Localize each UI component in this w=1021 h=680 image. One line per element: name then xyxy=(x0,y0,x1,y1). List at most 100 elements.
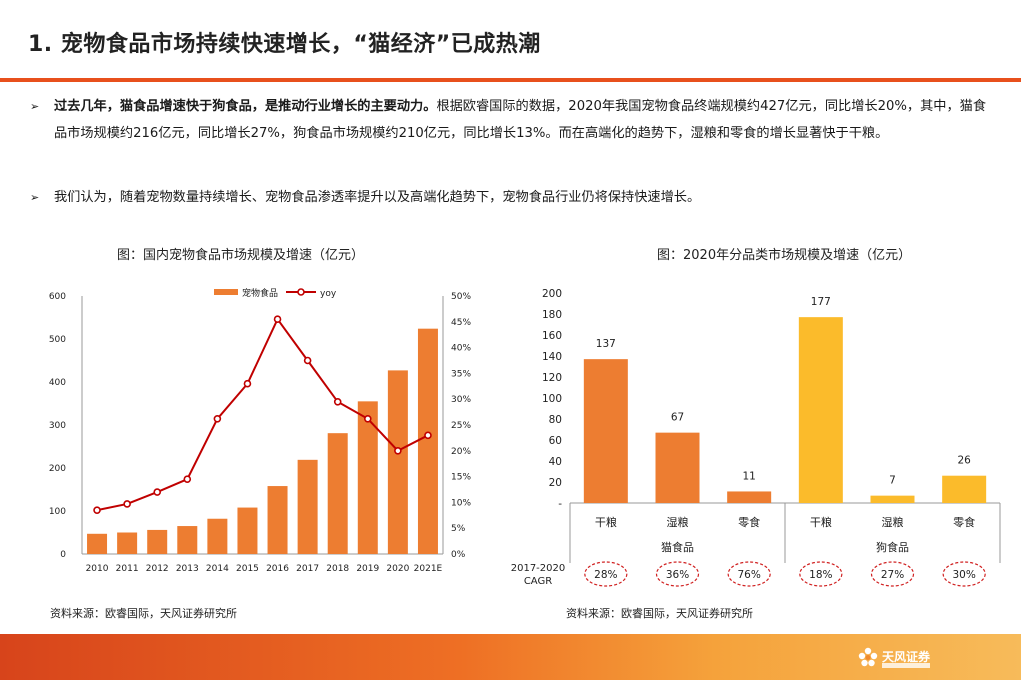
cagr-value: 30% xyxy=(952,569,975,581)
y-right-tick-label: 25% xyxy=(451,421,471,431)
legend-line-marker xyxy=(297,288,305,296)
yoy-line xyxy=(96,317,429,512)
yoy-point-2011 xyxy=(123,500,131,508)
y-tick-label: 20 xyxy=(549,477,562,489)
group-label: 狗食品 xyxy=(876,540,909,554)
bar-2 xyxy=(727,491,772,503)
bar-1 xyxy=(655,432,700,503)
flower-logo-icon xyxy=(858,647,878,667)
category-label: 湿粮 xyxy=(667,515,689,529)
title-divider xyxy=(0,78,1021,82)
cagr-value: 27% xyxy=(881,569,904,581)
y-tick-label: 60 xyxy=(549,435,562,447)
bullet-arrow-icon: ➢ xyxy=(30,191,40,204)
category-label: 零食 xyxy=(953,515,975,529)
group-label: 猫食品 xyxy=(661,540,694,554)
chart2-source: 资料来源：欧睿国际，天风证券研究所 xyxy=(566,607,753,620)
bar-2016 xyxy=(267,486,288,554)
x-tick-label: 2012 xyxy=(146,564,169,574)
bar-3 xyxy=(798,317,843,503)
bar-2012 xyxy=(147,529,168,554)
y-tick-label: 40 xyxy=(549,456,562,468)
company-logo: 天风证券 xyxy=(858,645,948,671)
y-left-tick-label: 0 xyxy=(60,550,66,560)
bar-2021E xyxy=(417,328,438,554)
yoy-point-2012 xyxy=(153,488,162,496)
yoy-point-2016 xyxy=(273,315,282,324)
cagr-circle xyxy=(942,561,986,587)
cagr-circle xyxy=(727,561,771,587)
y-left-tick-label: 300 xyxy=(49,421,66,431)
value-label: 26 xyxy=(957,455,971,467)
y-left-tick-label: 600 xyxy=(49,292,66,302)
bar-2011 xyxy=(117,532,138,554)
x-tick-label: 2016 xyxy=(266,564,289,574)
bar-2017 xyxy=(297,459,318,554)
value-label: 67 xyxy=(671,412,684,424)
cagr-circle xyxy=(655,561,700,587)
bar-2020 xyxy=(387,370,408,554)
bullet-text-1: 过去几年，猫食品增速快于狗食品，是推动行业增长的主要动力。根据欧睿国际的数据，2… xyxy=(54,93,990,147)
yoy-point-2020 xyxy=(394,447,402,455)
y-right-tick-label: 10% xyxy=(451,498,471,508)
y-right-tick-label: 0% xyxy=(451,550,466,560)
chart1-source: 资料来源：欧睿国际，天风证券研究所 xyxy=(50,607,237,620)
yoy-point-2017 xyxy=(303,356,312,365)
yoy-point-2013 xyxy=(183,475,192,483)
bullet-text-2: 我们认为，随着宠物数量持续增长、宠物食品渗透率提升以及高端化趋势下，宠物食品行业… xyxy=(54,190,701,205)
y-right-tick-label: 50% xyxy=(451,292,471,302)
logo-name: 天风证券 xyxy=(882,650,931,664)
chart1-title: 图：国内宠物食品市场规模及增速（亿元） xyxy=(117,248,365,263)
y-right-tick-label: 30% xyxy=(451,395,471,405)
x-tick-label: 2010 xyxy=(86,564,109,574)
bullet-1-body: 根据欧睿国际的数据，2020年我国宠物食品终端规模约427亿元，同比增长20%，… xyxy=(54,99,987,141)
y-left-tick-label: 500 xyxy=(49,335,66,345)
x-tick-label: 2020 xyxy=(386,564,409,574)
bar-2013 xyxy=(177,526,198,554)
chart2-title: 图：2020年分品类市场规模及增速（亿元） xyxy=(657,248,912,263)
legend-line-label: yoy xyxy=(320,289,337,299)
y-right-tick-label: 20% xyxy=(451,447,471,457)
yoy-point-2021E xyxy=(424,431,432,440)
y-tick-label: 140 xyxy=(542,351,562,363)
x-tick-label: 2013 xyxy=(176,564,199,574)
cagr-label-line2: CAGR xyxy=(524,576,552,587)
y-left-tick-label: 100 xyxy=(49,507,66,517)
y-left-tick-label: 400 xyxy=(49,378,66,388)
legend-bar-label: 宠物食品 xyxy=(242,287,278,299)
x-tick-label: 2017 xyxy=(296,564,319,574)
yoy-point-2010 xyxy=(93,506,101,514)
x-tick-label: 2021E xyxy=(414,564,443,574)
bar-4 xyxy=(870,495,915,503)
cagr-label-line1: 2017-2020 xyxy=(511,563,566,574)
y-left-tick-label: 200 xyxy=(49,464,66,474)
yoy-point-2018 xyxy=(333,397,342,406)
page-title: 1. 宠物食品市场持续快速增长，“猫经济”已成热潮 xyxy=(28,32,541,57)
y-right-tick-label: 35% xyxy=(451,369,471,379)
bullet-point-1: ➢ 过去几年，猫食品增速快于狗食品，是推动行业增长的主要动力。根据欧睿国际的数据… xyxy=(30,93,990,147)
yoy-point-2015 xyxy=(243,379,252,388)
x-tick-label: 2011 xyxy=(116,564,139,574)
y-right-tick-label: 45% xyxy=(451,318,471,328)
bar-2014 xyxy=(207,518,228,554)
y-right-tick-label: 15% xyxy=(451,473,471,483)
bullet-arrow-icon: ➢ xyxy=(30,100,40,113)
x-tick-label: 2018 xyxy=(326,564,349,574)
y-tick-label: 200 xyxy=(542,288,562,300)
cagr-circle xyxy=(870,561,915,587)
market-size-chart: 0 100 200 300 400 500 600 0% 5% 10% 15% 20% 25% 30% 35… xyxy=(49,287,472,574)
category-label: 零食 xyxy=(738,515,760,529)
y-tick-label: 160 xyxy=(542,330,562,342)
category-chart: - 20 40 60 80 100 120 140 160 180 200 137 干粮 67 湿粮 11 零食… xyxy=(511,288,1001,587)
bar-2018 xyxy=(327,433,348,554)
value-label: 7 xyxy=(889,475,896,487)
y-right-tick-label: 40% xyxy=(451,344,471,354)
y-tick-label: 100 xyxy=(542,393,562,405)
value-label: 11 xyxy=(742,470,755,482)
y-tick-label: 80 xyxy=(549,414,562,426)
bar-2010 xyxy=(87,533,108,554)
bar-5 xyxy=(942,475,987,503)
cagr-circle xyxy=(799,561,843,587)
category-label: 干粮 xyxy=(810,515,832,529)
cagr-circle xyxy=(584,561,628,587)
